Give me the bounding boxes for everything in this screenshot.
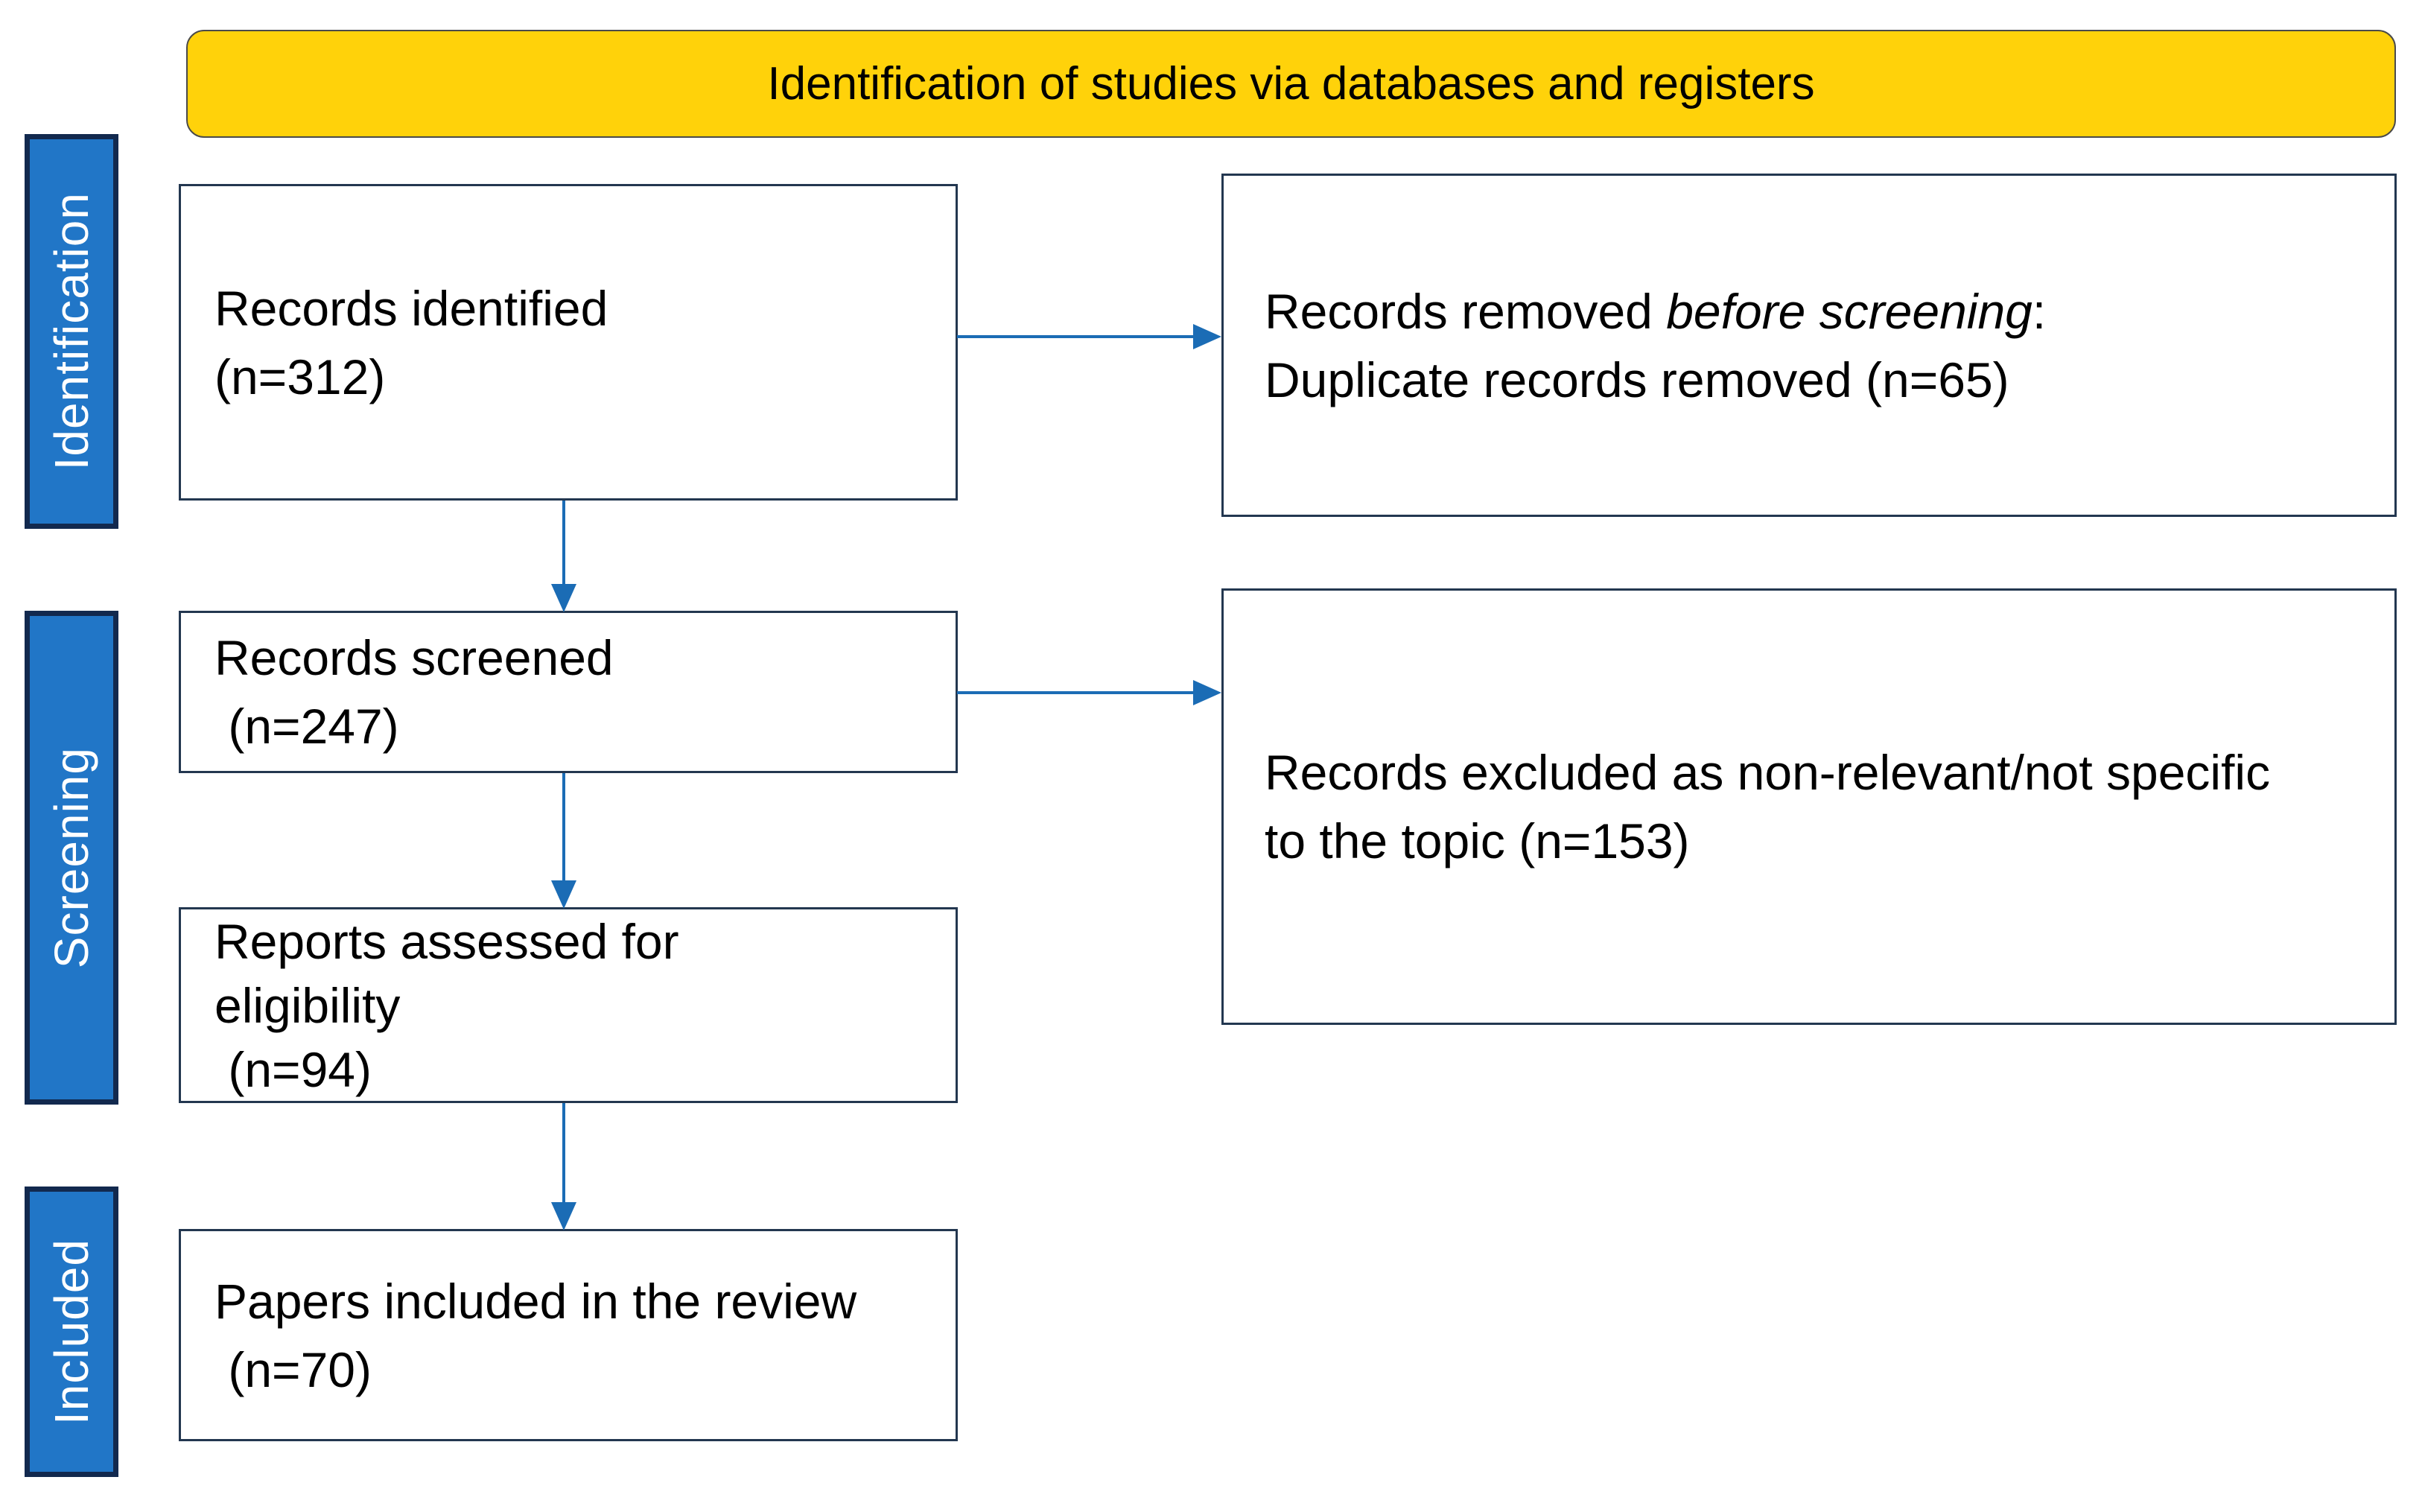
records-removed-prefix: Records removed [1265,283,1667,339]
stage-label-screening: Screening [45,746,98,969]
records-identified-count: (n=312) [214,349,386,404]
stage-label-identification: Identification [45,192,98,471]
records-screened-line1: Records screened [214,630,614,685]
box-records-identified: Records identified (n=312) [179,184,958,501]
papers-included-count: (n=70) [214,1341,372,1397]
arrow-assessed-to-included-head-icon [551,1202,576,1230]
reports-assessed-count: (n=94) [214,1041,372,1097]
arrow-screened-to-assessed-head-icon [551,880,576,909]
papers-included-line1: Papers included in the review [214,1273,857,1329]
box-reports-assessed: Reports assessed for eligibility (n=94) [179,907,958,1103]
records-screened-count: (n=247) [214,699,399,754]
arrow-assessed-to-included-line [562,1103,565,1204]
reports-assessed-line2: eligibility [214,977,401,1033]
arrow-screened-to-excluded-line [957,691,1203,694]
stage-bar-included: Included [25,1187,118,1477]
box-records-screened: Records screened (n=247) [179,611,958,773]
arrow-identified-to-screened-line [562,501,565,588]
stage-label-included: Included [45,1239,98,1425]
records-identified-line1: Records identified [214,280,608,336]
arrow-identified-to-screened-head-icon [551,584,576,612]
stage-bar-screening: Screening [25,611,118,1105]
box-records-removed: Records removed before screening: Duplic… [1221,174,2397,517]
box-papers-included: Papers included in the review (n=70) [179,1229,958,1441]
arrow-identified-to-removed-line [957,335,1203,338]
banner: Identification of studies via databases … [186,30,2396,138]
records-excluded-line2: to the topic (n=153) [1265,813,1690,868]
arrow-screened-to-excluded-head-icon [1193,680,1221,705]
box-records-excluded: Records excluded as non-relevant/not spe… [1221,588,2397,1025]
records-removed-italic: before screening [1666,283,2032,339]
records-removed-suffix: : [2032,283,2047,339]
records-excluded-line1: Records excluded as non-relevant/not spe… [1265,745,2271,800]
arrow-screened-to-assessed-line [562,773,565,882]
records-removed-line2: Duplicate records removed (n=65) [1265,352,2009,407]
banner-title: Identification of studies via databases … [767,58,1815,109]
arrow-identified-to-removed-head-icon [1193,324,1221,349]
reports-assessed-line1: Reports assessed for [214,913,679,969]
records-removed-line1: Records removed before screening: [1265,277,2394,346]
stage-bar-identification: Identification [25,134,118,529]
